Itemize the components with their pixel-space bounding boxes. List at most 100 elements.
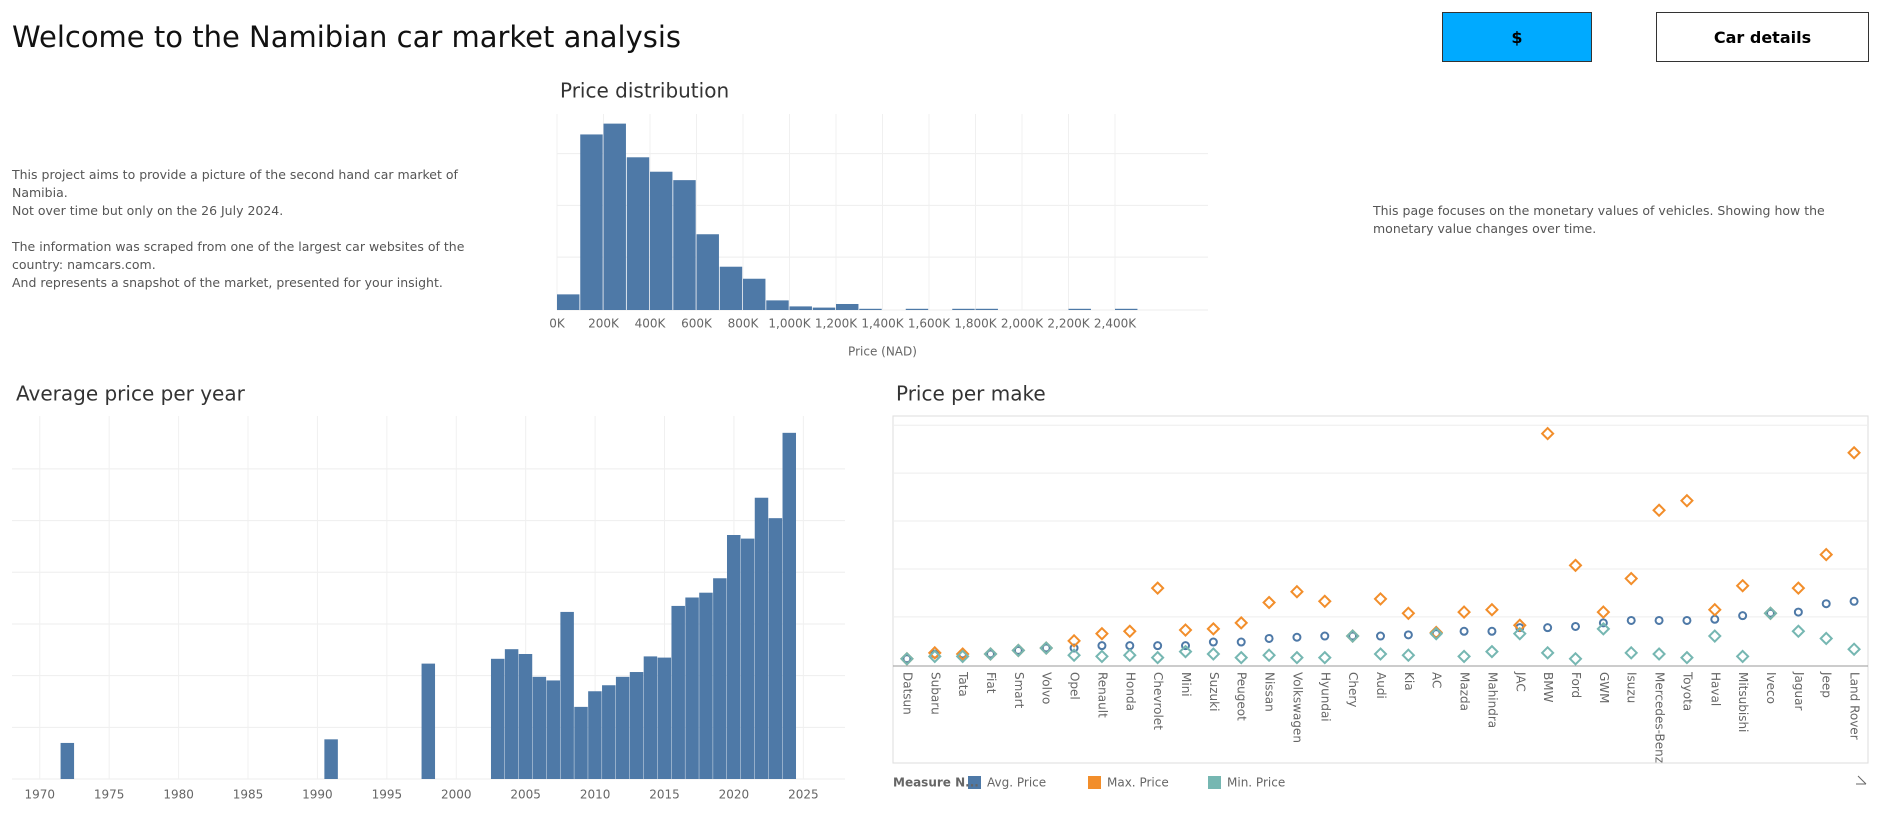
- car-details-button[interactable]: Car details: [1656, 12, 1869, 62]
- bar: [671, 605, 685, 779]
- bar: [740, 538, 755, 779]
- bar: [657, 657, 672, 779]
- diamond-point: [1680, 493, 1694, 508]
- diamond-point: [1039, 641, 1054, 655]
- x-tick-label: 1,000K: [768, 317, 811, 331]
- histogram-bar: [626, 157, 650, 310]
- bar: [421, 663, 436, 779]
- histogram-bar: [859, 308, 882, 310]
- diamond-point: [1067, 648, 1081, 663]
- bar: [754, 497, 769, 779]
- histogram-bar: [975, 308, 998, 310]
- histogram-bar: [650, 171, 673, 310]
- bar: [588, 691, 602, 779]
- x-tick-label: Peugeot: [1235, 672, 1249, 721]
- diamond-point: [927, 649, 942, 664]
- x-tick-label: 1980: [163, 788, 194, 802]
- diamond-point: [1819, 631, 1834, 646]
- intro-line: country: namcars.com.: [12, 257, 156, 272]
- avg-point: [1598, 618, 1608, 628]
- avg-point: [1292, 632, 1302, 642]
- bar: [699, 592, 713, 779]
- bar: [615, 676, 630, 779]
- diamond-point: [1178, 644, 1193, 659]
- diamond-point: [1568, 651, 1583, 666]
- legend-swatch: [968, 776, 981, 789]
- chart-title: Price per make: [896, 382, 1046, 406]
- x-tick-label: Suzuki: [1207, 672, 1221, 711]
- diamond-point: [1512, 626, 1527, 641]
- intro-text: This project aims to provide a picture o…: [12, 166, 512, 292]
- diamond-point: [1568, 558, 1583, 573]
- diamond-point: [1206, 621, 1221, 636]
- legend-title: Measure N...: [893, 776, 979, 790]
- diamond-point: [1373, 591, 1388, 606]
- page-title: Welcome to the Namibian car market analy…: [12, 20, 682, 54]
- bar: [504, 649, 519, 779]
- x-tick-label: AC: [1430, 672, 1444, 688]
- diamond-point: [1206, 647, 1221, 661]
- avg-point: [986, 649, 995, 659]
- diamond-point: [1735, 649, 1750, 664]
- diamond-point: [1512, 618, 1527, 633]
- histogram-bar: [812, 307, 836, 310]
- intro-line: The information was scraped from one of …: [12, 239, 465, 254]
- x-tick-label: 2000: [441, 788, 472, 802]
- diamond-point: [1373, 647, 1388, 661]
- diamond-point: [927, 645, 942, 660]
- diamond-point: [1234, 650, 1249, 665]
- x-tick-label: 1990: [302, 788, 333, 802]
- diamond-point: [900, 651, 914, 666]
- chart-title: Price distribution: [560, 79, 729, 103]
- avg-point: [1264, 633, 1274, 643]
- avg-point: [1571, 621, 1580, 631]
- x-tick-label: 1,200K: [815, 317, 858, 331]
- avg-point: [1320, 631, 1330, 641]
- diamond-point: [955, 649, 970, 664]
- diamond-point: [1150, 581, 1165, 596]
- x-tick-label: BMW: [1541, 672, 1555, 703]
- note-text: This page focuses on the monetary values…: [1373, 203, 1825, 236]
- histogram-bar: [603, 123, 626, 310]
- diamond-point: [1540, 426, 1555, 441]
- x-tick-label: 0K: [549, 317, 566, 331]
- x-tick-label: Hyundai: [1318, 672, 1332, 722]
- x-tick-label: 2010: [580, 788, 611, 802]
- x-tick-label: Isuzu: [1625, 672, 1639, 703]
- intro-line: Not over time but only on the 26 July 20…: [12, 203, 284, 218]
- x-tick-label: Datsun: [900, 672, 914, 715]
- diamond-point: [1122, 624, 1137, 639]
- x-tick-label: 2,000K: [1001, 317, 1044, 331]
- x-tick-label: 1975: [94, 788, 125, 802]
- x-tick-label: Honda: [1123, 672, 1137, 711]
- x-tick-label: 2025: [788, 788, 819, 802]
- avg-point: [1626, 615, 1636, 625]
- diamond-point: [1624, 645, 1639, 660]
- diamond-point: [1763, 606, 1778, 621]
- histogram-bar: [673, 180, 696, 310]
- diamond-point: [1791, 624, 1806, 639]
- currency-button[interactable]: $: [1442, 12, 1592, 62]
- diamond-point: [1429, 626, 1444, 641]
- legend-swatch: [1208, 776, 1221, 789]
- avg-point: [1069, 643, 1079, 653]
- diamond-point: [955, 647, 970, 661]
- avg-point: [1849, 596, 1859, 606]
- avg-point: [1125, 641, 1135, 651]
- x-tick-label: Subaru: [928, 672, 942, 715]
- x-tick-label: Iveco: [1764, 672, 1778, 704]
- x-tick-label: GWM: [1597, 672, 1611, 704]
- diamond-point: [1596, 621, 1611, 636]
- avg-point: [1097, 641, 1107, 651]
- histogram-bar: [952, 308, 975, 310]
- x-tick-label: 2,400K: [1094, 317, 1137, 331]
- bar: [782, 432, 797, 779]
- diamond-point: [1652, 647, 1666, 661]
- diamond-point: [1847, 445, 1861, 460]
- x-tick-label: 2020: [719, 788, 750, 802]
- x-tick-label: Chevrolet: [1151, 672, 1165, 730]
- diamond-point: [1791, 581, 1806, 596]
- x-tick-label: JAC: [1513, 671, 1527, 692]
